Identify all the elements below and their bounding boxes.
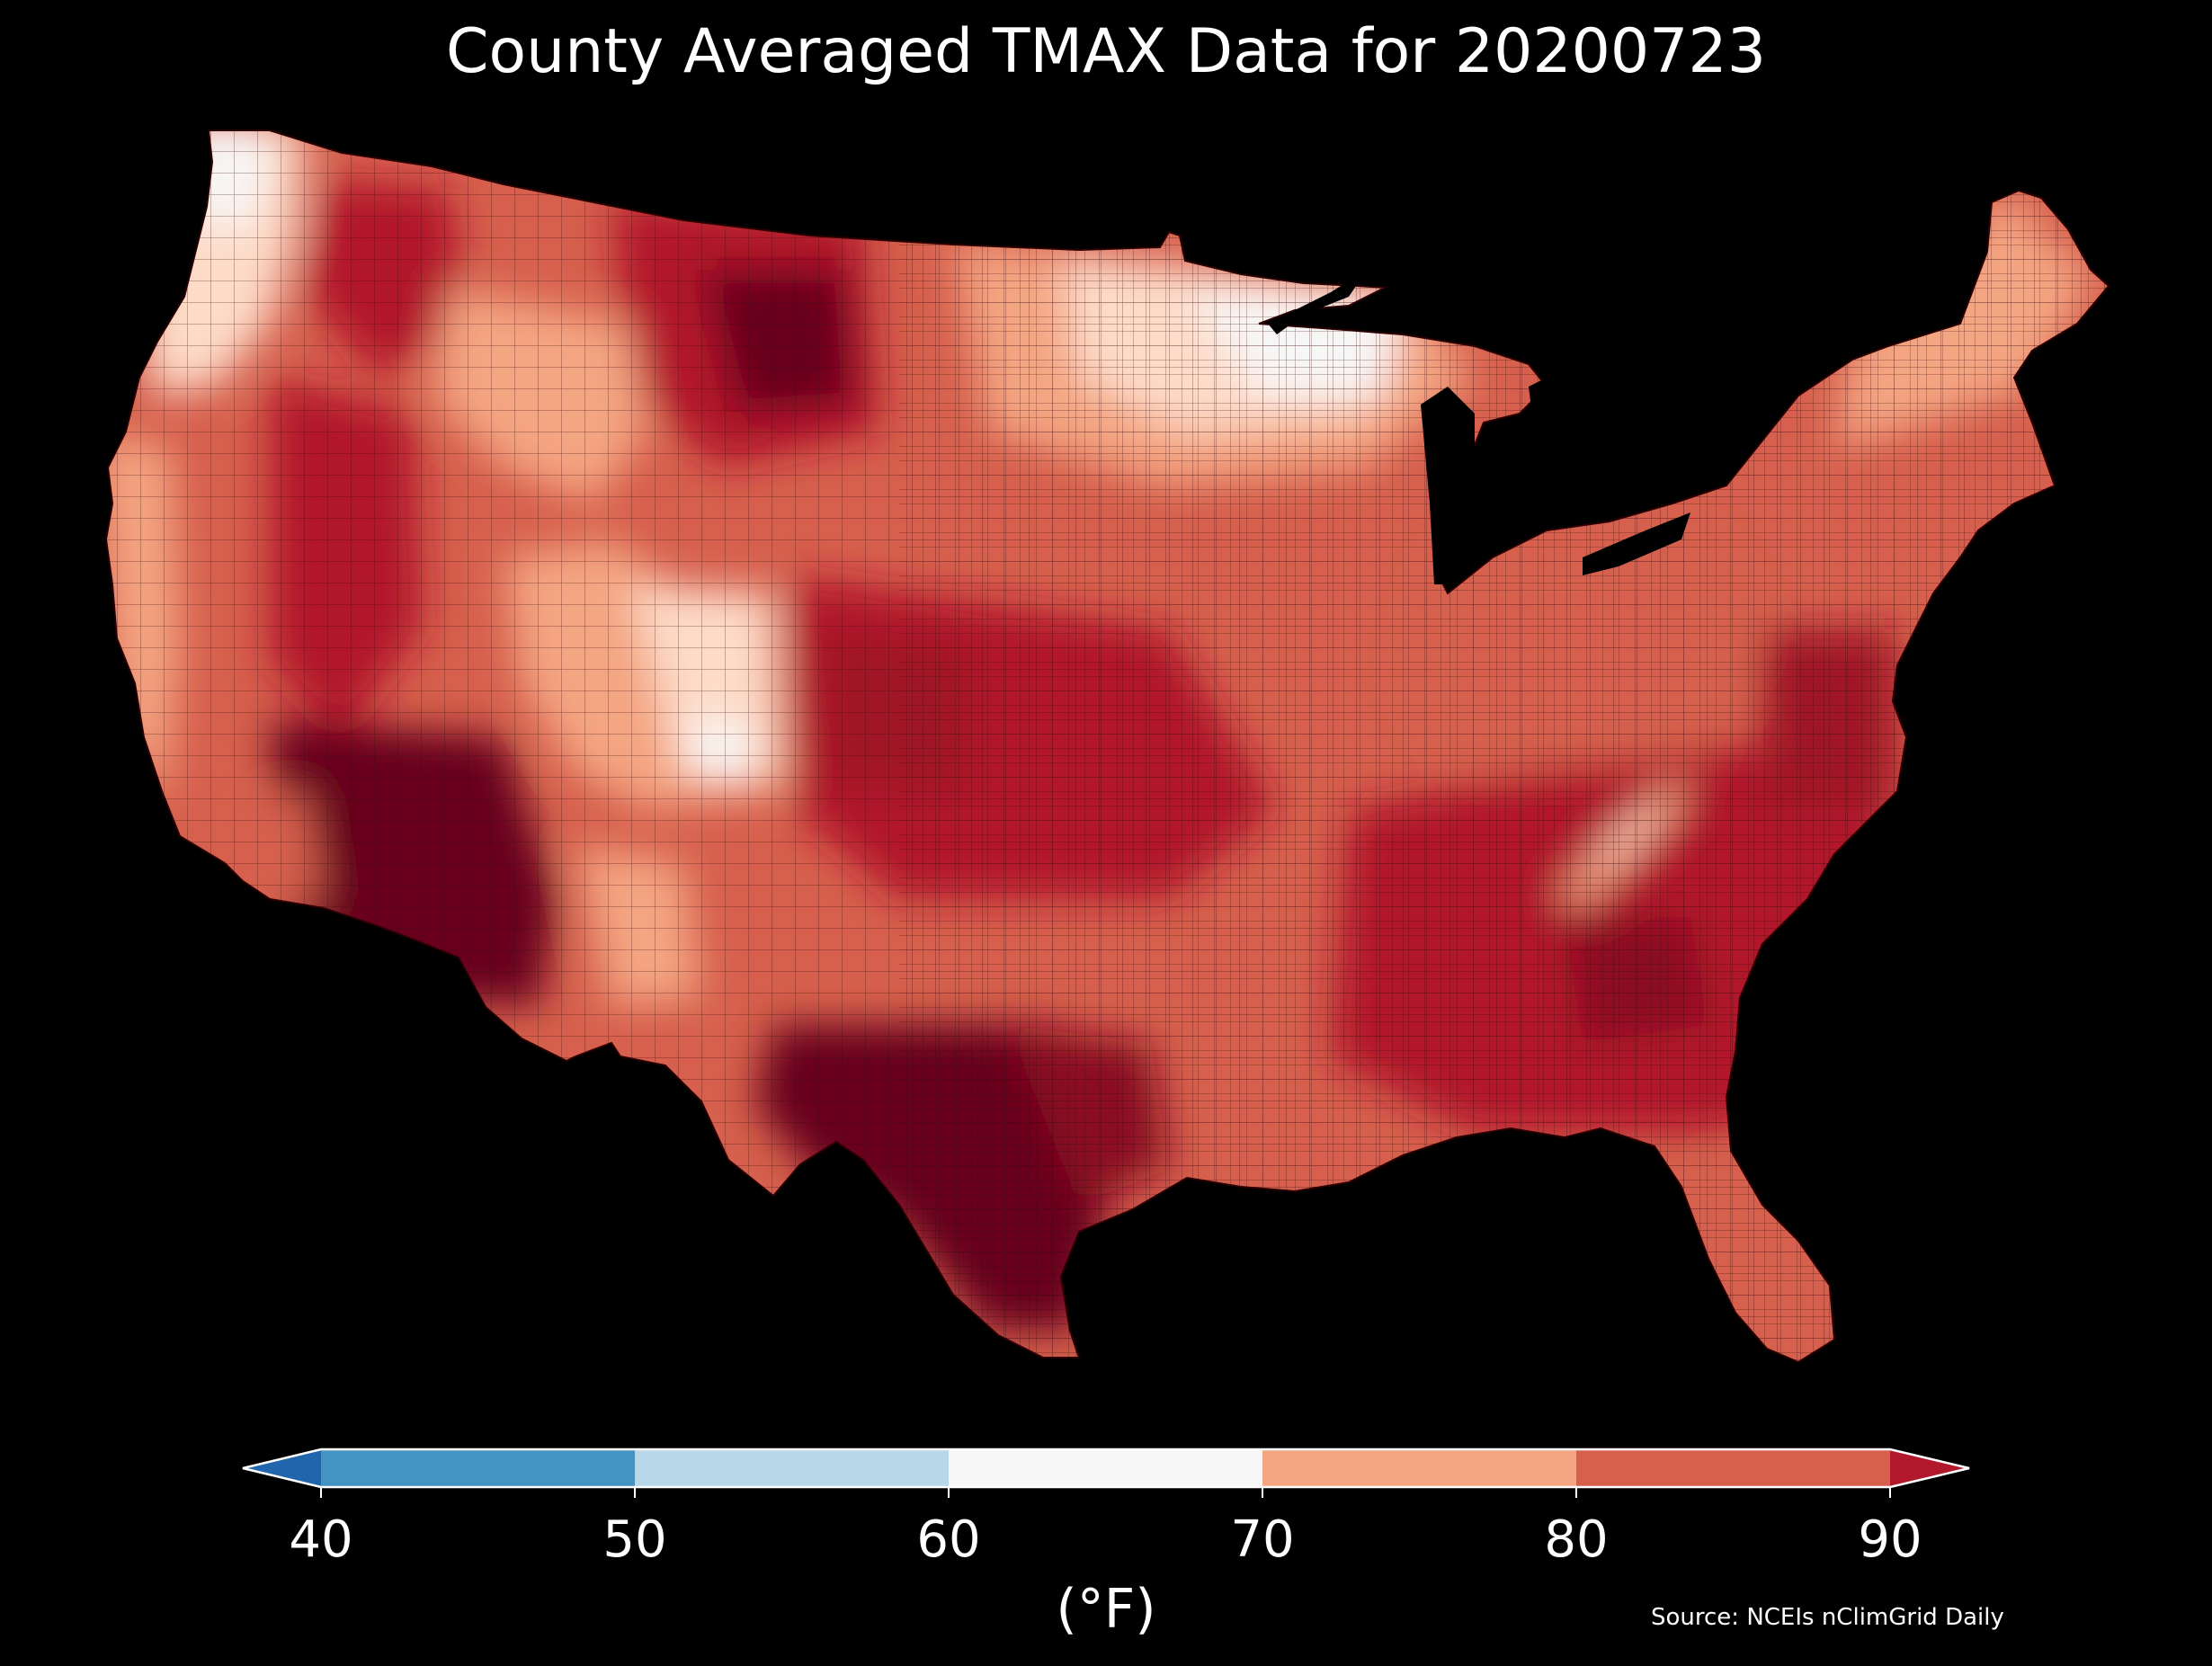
colorbar-tick-label: 80	[1544, 1510, 1609, 1569]
colorbar-tick-label: 50	[602, 1510, 667, 1569]
colorbar-tick-label: 70	[1230, 1510, 1295, 1569]
us-outline	[104, 129, 2110, 1364]
lake-michigan	[1421, 387, 1475, 584]
colorbar-tick-label: 90	[1858, 1510, 1922, 1569]
colorbar-extend-min	[243, 1449, 321, 1487]
map-title: County Averaged TMAX Data for 20200723	[446, 16, 1766, 87]
colorbar-tick-label: 40	[289, 1510, 353, 1569]
colorbar-bin-80-90	[1576, 1449, 1890, 1487]
lake-superior	[1268, 270, 1367, 334]
colorbar-bin-40-50	[321, 1449, 635, 1487]
lake-huron	[1529, 369, 1583, 468]
lake-erie	[1583, 512, 1690, 575]
colorbar-bin-50-60	[635, 1449, 949, 1487]
source-credit: Source: NCEIs nClimGrid Daily	[1651, 1604, 2004, 1631]
colorbar-extend-max	[1890, 1449, 1969, 1487]
colorbar-bin-70-80	[1262, 1449, 1576, 1487]
colorbar-units-label: (°F)	[1056, 1578, 1156, 1641]
colorbar-bin-60-70	[949, 1449, 1262, 1487]
colorbar-tick-label: 60	[916, 1510, 981, 1569]
